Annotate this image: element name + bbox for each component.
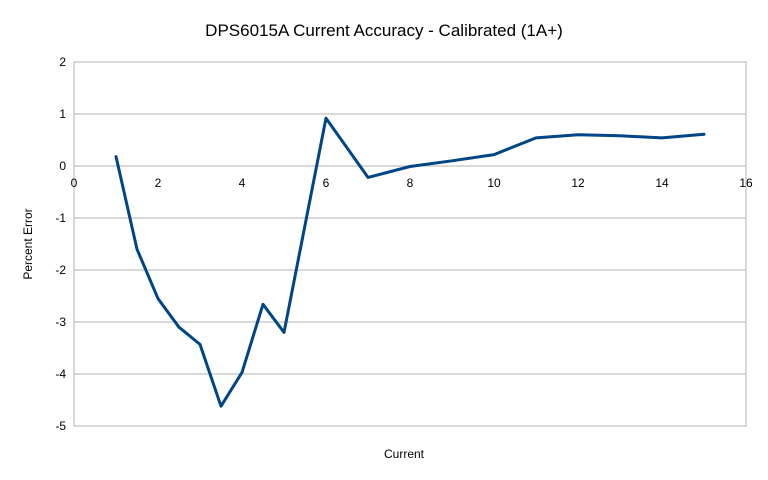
x-tick-label: 4 [239,176,246,190]
plot-area [73,61,747,427]
x-tick-label: 8 [407,176,414,190]
x-axis-ticks: 0 2 4 6 8 10 12 14 16 [71,176,753,190]
y-axis-ticks: 2 1 0 -1 -2 -3 -4 -5 [55,55,66,433]
x-tick-label: 0 [71,176,78,190]
y-tick-label: -1 [55,211,66,225]
x-tick-label: 10 [487,176,501,190]
x-tick-label: 14 [655,176,669,190]
y-tick-label: -4 [55,367,66,381]
y-tick-label: 2 [59,55,66,69]
series-line [114,116,706,408]
y-tick-label: 1 [59,107,66,121]
x-tick-label: 12 [571,176,585,190]
y-tick-label: 0 [59,159,66,173]
x-tick-label: 6 [323,176,330,190]
y-tick-label: -2 [55,263,66,277]
x-axis-title: Current [384,447,425,461]
x-tick-label: 2 [155,176,162,190]
chart-title: DPS6015A Current Accuracy - Calibrated (… [205,21,563,40]
y-tick-label: -3 [55,315,66,329]
y-tick-label: -5 [55,419,66,433]
x-tick-label: 16 [739,176,753,190]
y-axis-title: Percent Error [21,208,35,279]
